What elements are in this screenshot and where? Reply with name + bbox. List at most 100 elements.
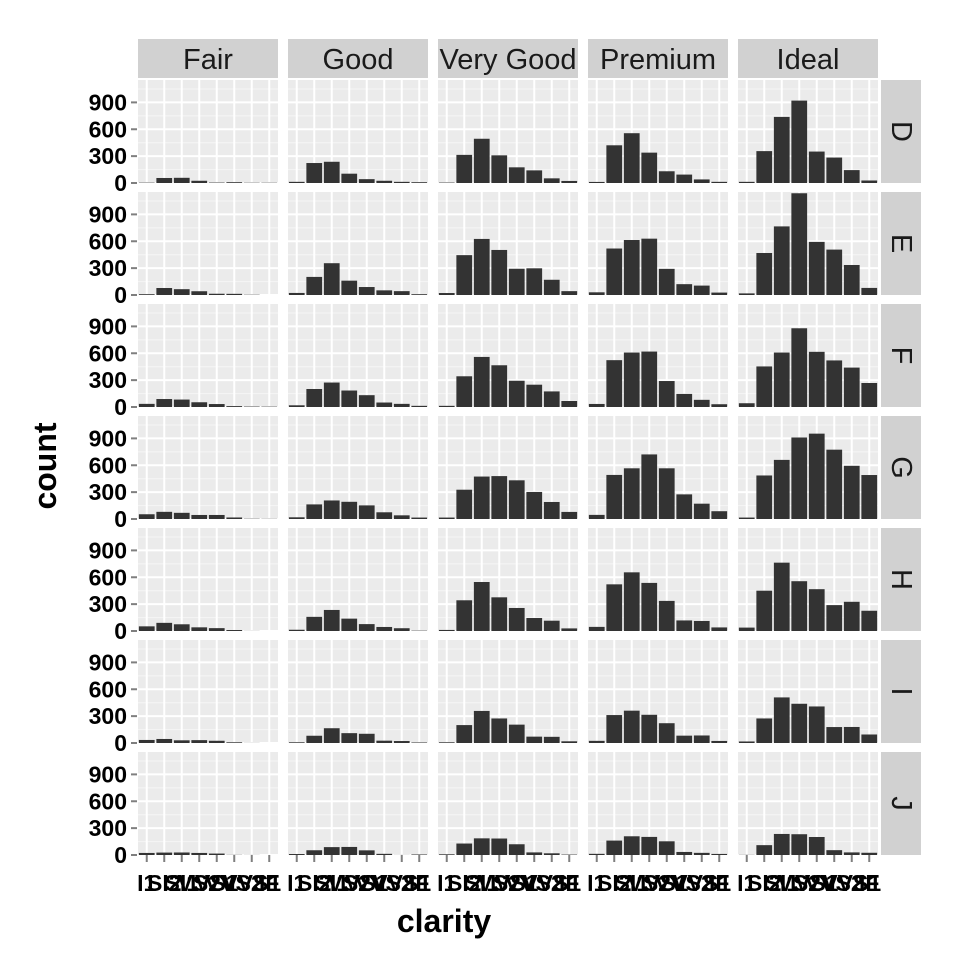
bar-G-3-SI2 bbox=[606, 474, 623, 519]
ytick-label-r1-2: 600 bbox=[89, 228, 127, 254]
bar-F-2-VS1 bbox=[508, 380, 525, 407]
bar-D-3-SI1 bbox=[623, 133, 640, 183]
bar-I-1-IF bbox=[411, 742, 428, 743]
bar-H-4-SI1 bbox=[773, 562, 790, 631]
ytick-label-r5-0: 0 bbox=[114, 730, 127, 756]
xtick-label-c2-5: VVS2 bbox=[505, 870, 564, 896]
bar-D-1-VVS1 bbox=[393, 181, 410, 183]
bar-E-2-SI2 bbox=[456, 255, 473, 295]
bar-F-3-SI1 bbox=[623, 352, 640, 407]
bar-J-0-VS1 bbox=[208, 853, 225, 855]
bar-E-1-I1 bbox=[288, 292, 305, 295]
xtick-label-c1-7: IF bbox=[409, 870, 429, 896]
bar-E-2-VS2 bbox=[491, 249, 508, 295]
ytick-label-r1-3: 900 bbox=[89, 201, 127, 227]
bar-E-0-SI1 bbox=[173, 289, 190, 295]
ytick-label-r2-0: 0 bbox=[114, 394, 127, 420]
bar-G-2-SI1 bbox=[473, 476, 490, 519]
bar-F-0-SI1 bbox=[173, 399, 190, 407]
bar-F-2-IF bbox=[561, 400, 578, 407]
panel-r3-c0 bbox=[138, 416, 278, 519]
bar-E-1-IF bbox=[411, 294, 428, 295]
bar-E-3-SI1 bbox=[623, 240, 640, 295]
bar-G-1-VVS2 bbox=[376, 512, 393, 519]
bar-E-2-VS1 bbox=[508, 268, 525, 295]
bar-H-0-VVS2 bbox=[226, 630, 243, 631]
bar-I-1-VVS2 bbox=[376, 740, 393, 743]
bar-I-4-VVS1 bbox=[843, 726, 860, 743]
xtick-label-c2-0: I1 bbox=[437, 870, 456, 896]
bar-I-4-IF bbox=[861, 734, 878, 743]
xtick-label-c4-1: SI2 bbox=[747, 870, 782, 896]
bar-G-2-SI2 bbox=[456, 489, 473, 519]
bar-H-3-IF bbox=[711, 627, 728, 631]
bar-G-1-I1 bbox=[288, 517, 305, 519]
bar-E-4-SI1 bbox=[773, 226, 790, 295]
bar-H-3-VVS2 bbox=[676, 620, 693, 631]
bar-E-3-SI2 bbox=[606, 248, 623, 295]
bar-F-4-SI2 bbox=[756, 366, 773, 407]
bar-I-2-VVS2 bbox=[526, 736, 543, 743]
bar-G-2-VS2 bbox=[491, 476, 508, 519]
bar-E-3-VVS2 bbox=[676, 284, 693, 295]
bar-I-2-VVS1 bbox=[543, 736, 560, 743]
xtick-label-c2-4: VS1 bbox=[495, 870, 539, 896]
bar-H-0-SI2 bbox=[156, 622, 173, 631]
bar-F-2-VVS1 bbox=[543, 391, 560, 407]
bar-F-0-VS1 bbox=[208, 404, 225, 407]
bar-D-2-IF bbox=[561, 180, 578, 183]
ytick-label-r6-3: 900 bbox=[89, 761, 127, 787]
bar-I-0-SI1 bbox=[173, 740, 190, 743]
bar-J-4-VVS2 bbox=[826, 850, 843, 855]
bar-F-4-VS1 bbox=[808, 351, 825, 407]
bar-J-1-VS1 bbox=[358, 850, 375, 855]
xtick-label-c1-4: VS1 bbox=[345, 870, 389, 896]
bar-D-3-VVS2 bbox=[676, 174, 693, 183]
xtick-label-c0-6: VVS1 bbox=[222, 870, 281, 896]
bar-J-4-SI2 bbox=[756, 845, 773, 855]
bar-H-4-VS2 bbox=[791, 581, 808, 631]
bar-E-0-SI2 bbox=[156, 288, 173, 295]
ytick-label-r0-3: 900 bbox=[89, 89, 127, 115]
bar-G-2-VVS1 bbox=[543, 501, 560, 519]
bar-D-2-VS2 bbox=[491, 155, 508, 183]
bar-D-4-I1 bbox=[738, 181, 755, 183]
bar-I-2-VS2 bbox=[491, 718, 508, 743]
bar-G-1-IF bbox=[411, 517, 428, 519]
bar-F-4-VVS1 bbox=[843, 367, 860, 407]
bar-D-4-VS2 bbox=[791, 100, 808, 183]
bar-D-0-VVS2 bbox=[226, 182, 243, 183]
bar-H-4-I1 bbox=[738, 627, 755, 631]
panel-r6-c4 bbox=[738, 752, 878, 855]
strip-label-row-3: G bbox=[885, 456, 917, 479]
bar-F-1-VS1 bbox=[358, 395, 375, 407]
bar-E-1-VS1 bbox=[358, 287, 375, 295]
bar-D-3-SI2 bbox=[606, 145, 623, 183]
strip-col-4 bbox=[738, 39, 878, 78]
bar-H-0-I1 bbox=[138, 626, 155, 631]
ytick-label-r2-1: 300 bbox=[89, 367, 127, 393]
bar-J-1-I1 bbox=[288, 854, 305, 855]
bar-G-4-SI2 bbox=[756, 475, 773, 519]
bar-J-2-SI1 bbox=[473, 838, 490, 855]
bar-F-3-VS1 bbox=[658, 381, 675, 407]
bar-I-4-VS2 bbox=[791, 703, 808, 743]
bar-J-3-SI2 bbox=[606, 840, 623, 855]
bar-H-3-SI2 bbox=[606, 584, 623, 631]
bar-G-2-VS1 bbox=[508, 480, 525, 519]
strip-row-3 bbox=[881, 416, 921, 519]
strip-label-row-2: F bbox=[885, 347, 917, 365]
bar-F-1-SI1 bbox=[323, 382, 340, 407]
bar-F-4-VS2 bbox=[791, 328, 808, 407]
xtick-label-c3-0: I1 bbox=[587, 870, 606, 896]
bar-G-4-SI1 bbox=[773, 459, 790, 519]
bar-H-1-I1 bbox=[288, 629, 305, 631]
bar-E-3-VS2 bbox=[641, 238, 658, 295]
panel-r0-c0 bbox=[138, 80, 278, 183]
strip-row-0 bbox=[881, 80, 921, 183]
bar-I-1-VS2 bbox=[341, 733, 358, 743]
xtick-label-c3-5: VVS2 bbox=[655, 870, 714, 896]
bar-D-1-VS1 bbox=[358, 179, 375, 183]
bar-D-1-VVS2 bbox=[376, 180, 393, 183]
bar-I-3-VS2 bbox=[641, 714, 658, 743]
